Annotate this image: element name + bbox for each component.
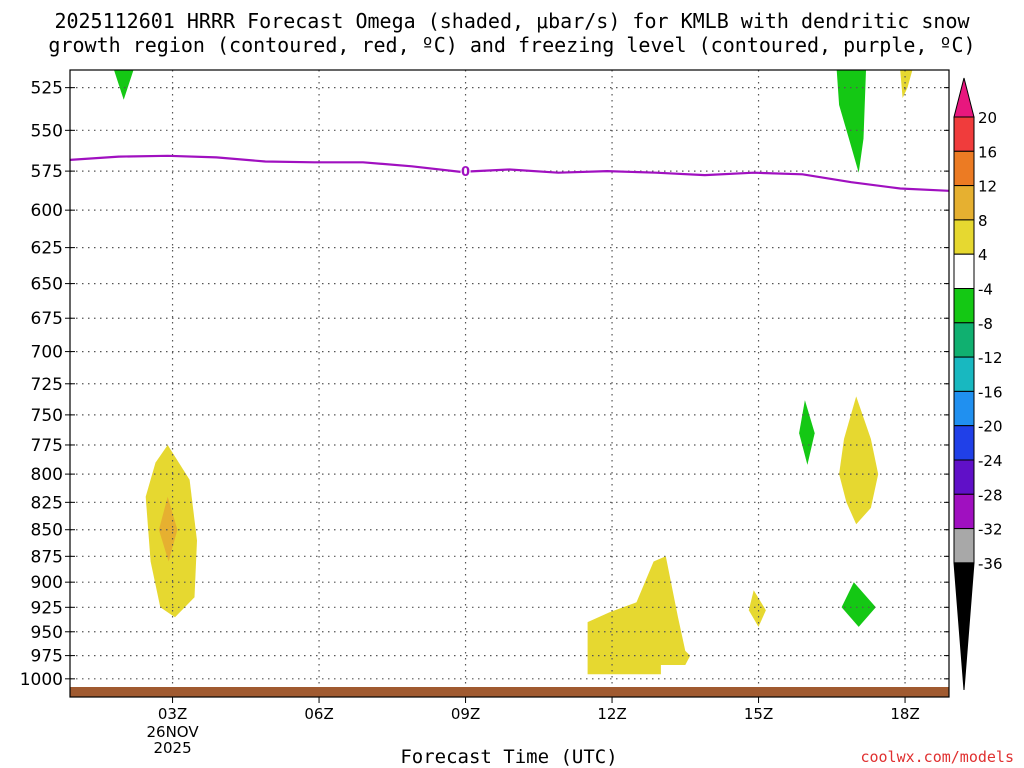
y-tick-label-750: 750 [31, 406, 63, 426]
colorbar-box-12 [953, 528, 975, 564]
y-tick-label-575: 575 [31, 162, 63, 182]
y-tick-label-775: 775 [31, 436, 63, 456]
y-tick-label-925: 925 [31, 598, 63, 618]
y-tick-label-850: 850 [31, 521, 63, 541]
x-tick-label-12Z: 12Z [597, 705, 626, 723]
y-tick-label-675: 675 [31, 309, 63, 329]
shaded-region-5 [799, 400, 815, 465]
x-date-label-0: 26NOV [146, 723, 199, 741]
plot-area [70, 70, 949, 697]
shaded-region-9 [900, 70, 913, 99]
freezing-level-line [70, 154, 949, 192]
y-tick-label-975: 975 [31, 647, 63, 667]
shaded-region-4 [839, 396, 879, 525]
terrain-surface [70, 687, 949, 697]
y-tick-label-700: 700 [31, 343, 63, 363]
colorbar-box-1 [953, 150, 975, 187]
y-tick-label-525: 525 [31, 79, 63, 99]
colorbar-label-8: -16 [978, 383, 1003, 401]
colorbar-box-2 [953, 185, 975, 221]
shaded-region-8 [114, 70, 134, 100]
x-tick-label-06Z: 06Z [304, 705, 333, 723]
colorbar-label-9: -20 [978, 418, 1003, 436]
colorbar-box-0 [953, 116, 975, 152]
colorbar-label-5: -4 [978, 281, 993, 299]
x-tick-label-18Z: 18Z [890, 705, 919, 723]
plot-layer: 0 [70, 70, 949, 697]
shaded-region-7 [836, 70, 866, 173]
shaded-region-6 [841, 582, 876, 627]
colorbar-box-8 [953, 390, 975, 427]
colorbar-label-13: -36 [978, 555, 1003, 573]
chart-title-line-1: 2025112601 HRRR Forecast Omega (shaded, … [54, 9, 970, 33]
chart-title-line-2: growth region (contoured, red, ºC) and f… [48, 33, 976, 57]
y-tick-label-650: 650 [31, 275, 63, 295]
shaded-region-3 [748, 590, 766, 627]
colorbar-label-6: -8 [978, 315, 993, 333]
x-tick-label-03Z: 03Z [158, 705, 187, 723]
colorbar-box-5 [953, 288, 975, 324]
y-tick-label-600: 600 [31, 201, 63, 221]
x-tick-label-15Z: 15Z [744, 705, 773, 723]
colorbar-label-2: 12 [978, 178, 997, 196]
colorbar-bottom-arrow [953, 562, 975, 691]
y-tick-label-625: 625 [31, 239, 63, 259]
y-tick-label-800: 800 [31, 465, 63, 485]
colorbar-label-3: 8 [978, 212, 988, 230]
colorbar-box-6 [953, 322, 975, 358]
colorbar-box-3 [953, 219, 975, 255]
colorbar-top-arrow [953, 77, 975, 118]
colorbar-box-4 [953, 253, 975, 289]
colorbar-label-4: 4 [978, 246, 988, 264]
y-tick-label-550: 550 [31, 121, 63, 141]
shaded-region-2 [587, 556, 691, 675]
x-date-label-1: 2025 [153, 739, 191, 757]
y-tick-label-725: 725 [31, 375, 63, 395]
y-tick-label-950: 950 [31, 623, 63, 643]
freezing-level-label-bg [460, 163, 471, 179]
colorbar-label-12: -32 [978, 521, 1003, 539]
colorbar-label-10: -24 [978, 452, 1003, 470]
colorbar-box-10 [953, 459, 975, 495]
y-tick-label-825: 825 [31, 493, 63, 513]
colorbar-label-11: -28 [978, 486, 1003, 504]
credit-text: coolwx.com/models [860, 748, 1014, 766]
colorbar-label-0: 20 [978, 109, 997, 127]
x-axis-title: Forecast Time (UTC) [400, 746, 618, 768]
x-tick-label-09Z: 09Z [451, 705, 480, 723]
colorbar-box-7 [953, 356, 975, 392]
y-tick-label-875: 875 [31, 547, 63, 567]
colorbar-box-11 [953, 493, 975, 530]
y-tick-label-900: 900 [31, 573, 63, 593]
colorbar-label-1: 16 [978, 143, 997, 161]
colorbar-box-9 [953, 425, 975, 461]
freezing-level-label: 0 [461, 165, 470, 180]
colorbar-label-7: -12 [978, 349, 1003, 367]
y-tick-label-1000: 1000 [20, 670, 63, 690]
